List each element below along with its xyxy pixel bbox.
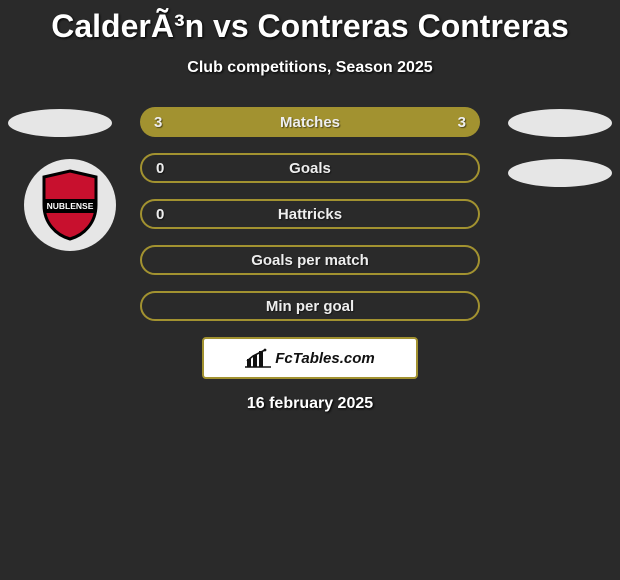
stat-left-value: 0 (156, 206, 164, 223)
branding-box: FcTables.com (202, 337, 418, 379)
date-label: 16 february 2025 (0, 395, 620, 413)
player-slot-left-1 (8, 109, 112, 137)
page-title: CalderÃ³n vs Contreras Contreras (0, 0, 620, 45)
stat-row-goals: 0 Goals (140, 153, 480, 183)
stat-label: Matches (280, 114, 340, 131)
stat-label: Hattricks (278, 206, 342, 223)
branding-text: FcTables.com (275, 350, 374, 367)
stat-label: Min per goal (266, 298, 354, 315)
main-content: NUBLENSE 3 Matches 3 0 Goals 0 Hattricks… (0, 107, 620, 413)
stat-left-value: 3 (154, 114, 162, 131)
stat-row-goals-per-match: Goals per match (140, 245, 480, 275)
subtitle: Club competitions, Season 2025 (0, 59, 620, 77)
stat-label: Goals (289, 160, 331, 177)
stat-row-min-per-goal: Min per goal (140, 291, 480, 321)
shield-icon: NUBLENSE (38, 169, 102, 241)
stat-right-value: 3 (458, 114, 466, 131)
stat-label: Goals per match (251, 252, 369, 269)
club-badge-text: NUBLENSE (47, 201, 94, 211)
stat-row-matches: 3 Matches 3 (140, 107, 480, 137)
player-slot-right-2 (508, 159, 612, 187)
player-slot-right-1 (508, 109, 612, 137)
stats-table: 3 Matches 3 0 Goals 0 Hattricks Goals pe… (140, 107, 480, 321)
club-badge-left: NUBLENSE (24, 159, 116, 251)
stat-left-value: 0 (156, 160, 164, 177)
stat-row-hattricks: 0 Hattricks (140, 199, 480, 229)
bar-chart-icon (245, 347, 271, 369)
